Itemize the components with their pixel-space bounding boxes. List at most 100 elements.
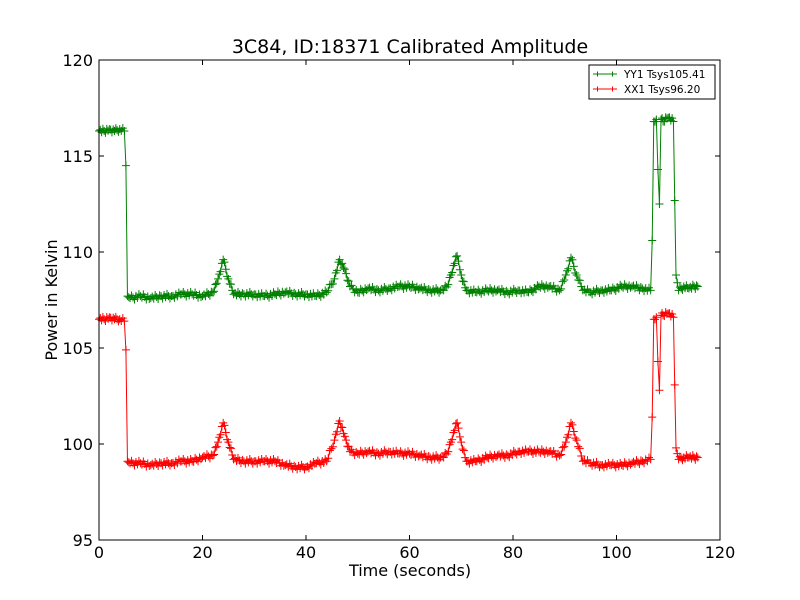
data-point	[458, 445, 467, 454]
data-point	[216, 430, 225, 439]
series-line-1	[98, 116, 699, 301]
series-layer	[95, 113, 702, 474]
data-point	[575, 276, 584, 285]
data-point	[224, 438, 233, 447]
data-point	[208, 288, 217, 297]
data-point	[655, 386, 664, 395]
data-point	[212, 442, 221, 451]
legend-label: XX1 Tsys96.20	[624, 84, 700, 96]
data-point	[568, 255, 577, 264]
data-point	[343, 276, 352, 285]
data-point	[444, 447, 453, 456]
data-point	[335, 416, 344, 425]
data-point	[571, 434, 580, 443]
data-point	[555, 286, 564, 295]
data-point	[557, 284, 566, 293]
data-point	[563, 266, 572, 275]
data-point	[557, 450, 566, 459]
data-point	[693, 282, 702, 291]
data-point	[575, 444, 584, 453]
data-point	[568, 420, 577, 429]
data-point	[648, 413, 657, 422]
x-tick-label: 120	[705, 543, 736, 562]
legend-items: YY1 Tsys105.41 XX1 Tsys96.20	[593, 69, 705, 96]
data-point	[693, 453, 702, 462]
y-tick-label: 95	[73, 531, 93, 550]
chart-title: 3C84, ID:18371 Calibrated Amplitude	[232, 36, 588, 58]
data-point	[210, 450, 219, 459]
data-point	[340, 432, 349, 441]
data-point	[120, 317, 129, 326]
data-point	[692, 281, 701, 290]
data-point	[121, 161, 130, 170]
data-point	[688, 280, 697, 289]
data-point	[572, 436, 581, 445]
data-point	[324, 286, 333, 295]
data-point	[459, 446, 468, 455]
x-tick-label: 100	[601, 543, 632, 562]
y-tick-label: 110	[62, 243, 93, 262]
data-point	[673, 278, 682, 287]
data-point	[652, 313, 661, 322]
data-point	[211, 443, 220, 452]
data-point	[670, 380, 679, 389]
data-point	[339, 264, 348, 273]
data-point	[328, 279, 337, 288]
legend-label: YY1 Tsys105.41	[623, 69, 705, 81]
data-point	[669, 117, 678, 126]
series-2	[95, 308, 702, 474]
data-point	[651, 315, 660, 324]
data-point	[451, 419, 460, 428]
data-point	[672, 271, 681, 280]
data-point	[120, 127, 129, 136]
data-point	[226, 444, 235, 453]
legend-entry-1: YY1 Tsys105.41	[593, 69, 705, 81]
data-point	[561, 271, 570, 280]
data-point	[566, 418, 575, 427]
data-point	[569, 262, 578, 271]
series-1	[95, 113, 702, 304]
legend-swatch-marker	[595, 86, 615, 92]
y-tick-label: 100	[62, 435, 93, 454]
data-point	[577, 452, 586, 460]
data-point	[646, 455, 655, 464]
data-point	[451, 252, 460, 261]
data-point	[571, 269, 580, 278]
data-point	[564, 264, 573, 273]
data-point	[330, 436, 339, 445]
data-point	[220, 421, 229, 430]
data-point	[655, 200, 664, 208]
data-point	[560, 442, 569, 451]
plot-frame	[98, 59, 721, 541]
data-point	[208, 451, 217, 460]
data-point	[342, 436, 351, 445]
data-point	[449, 261, 458, 270]
data-point	[558, 277, 567, 286]
data-point	[347, 281, 356, 290]
data-point	[327, 444, 336, 453]
data-point	[333, 427, 342, 436]
x-tick-label: 60	[399, 543, 419, 562]
data-point	[558, 443, 567, 452]
data-point	[574, 442, 583, 451]
data-point	[692, 452, 701, 461]
legend-box	[588, 64, 716, 100]
data-point	[561, 438, 570, 447]
data-point	[216, 267, 225, 276]
data-point	[380, 446, 389, 455]
data-point	[340, 265, 349, 274]
legend-swatch-marker	[595, 71, 615, 77]
data-point	[338, 259, 347, 268]
data-point	[453, 418, 462, 427]
series-line-2	[98, 311, 699, 471]
data-point	[648, 236, 657, 245]
series-markers-2	[95, 308, 702, 474]
data-point	[555, 451, 564, 460]
data-point	[645, 453, 653, 462]
data-point	[643, 457, 652, 466]
data-point	[653, 357, 662, 366]
data-point	[636, 283, 645, 292]
x-tick-label: 80	[503, 543, 523, 562]
x-tick-label: 0	[94, 543, 104, 562]
data-point	[121, 345, 130, 354]
